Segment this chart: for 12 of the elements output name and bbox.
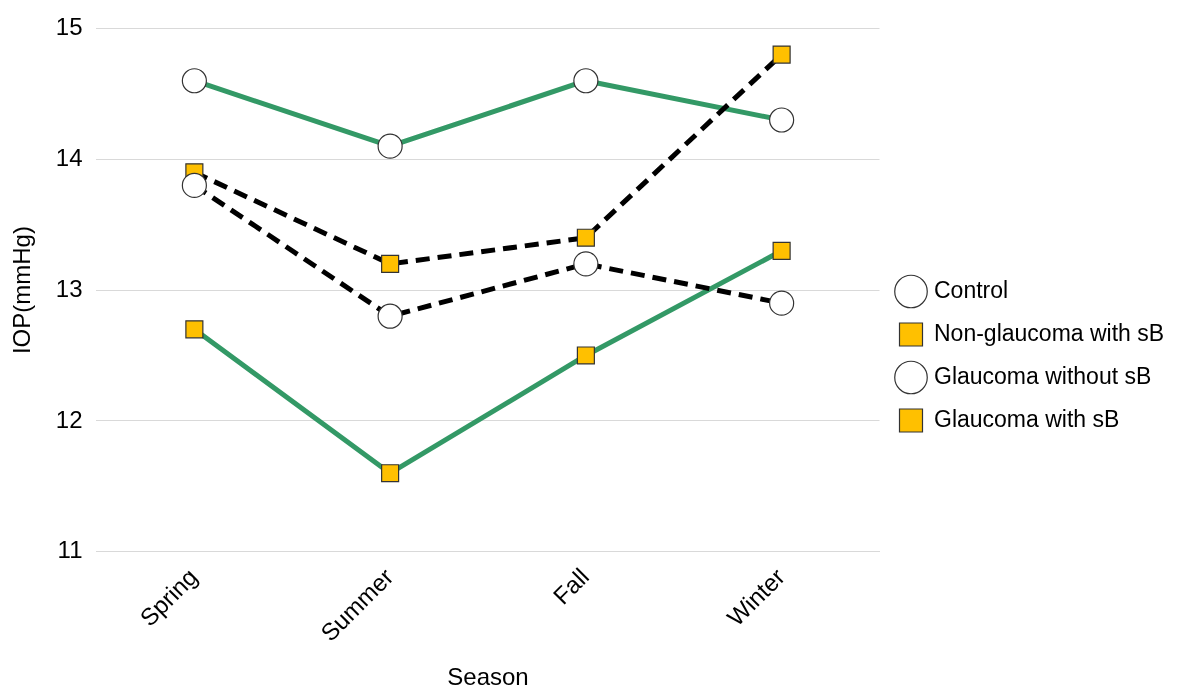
legend-label: Control [934,276,1009,303]
legend-label: Glaucoma with sB [934,405,1120,432]
y-tick-label: 15 [55,13,83,41]
y-tick-label: 11 [57,536,83,564]
legend-label: Glaucoma without sB [934,362,1152,389]
x-tick-label: Fall [547,563,595,610]
y-tick-label: 12 [55,405,83,433]
legend-label: Non-glaucoma with sB [934,319,1165,346]
x-axis-title: Season [447,663,529,691]
y-tick-label: 14 [55,143,83,171]
y-tick-label: 13 [55,274,83,302]
y-axis-title: IOP(mmHg) [8,226,36,355]
